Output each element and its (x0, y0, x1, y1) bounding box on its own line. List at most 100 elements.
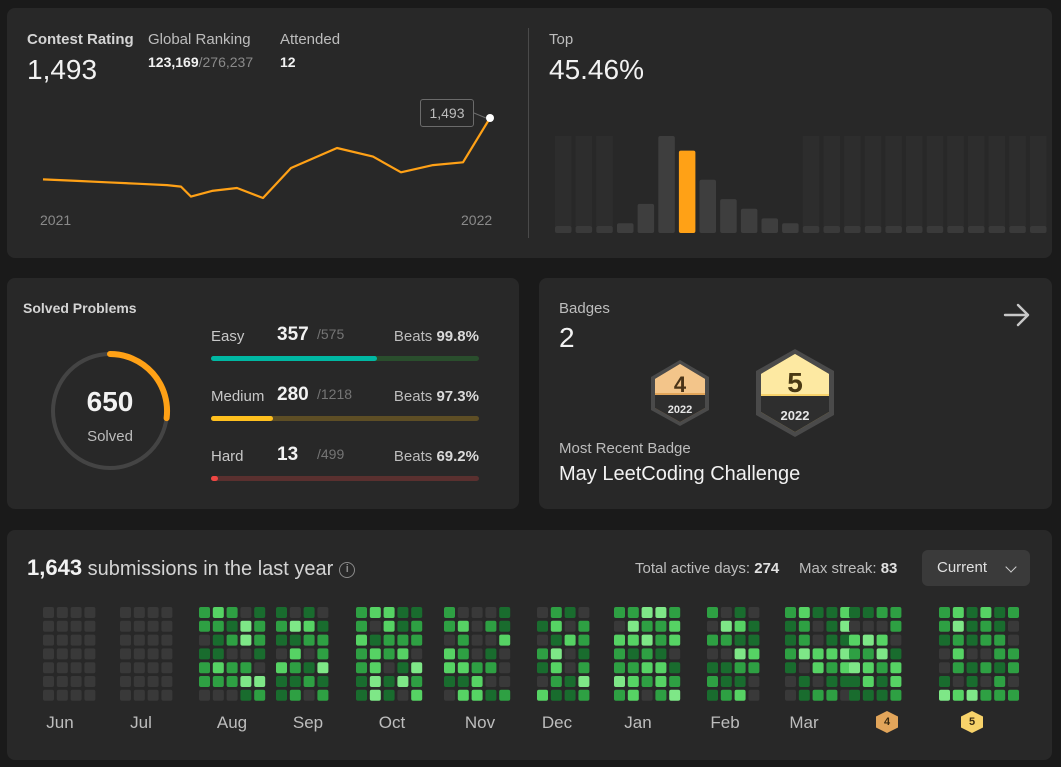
heatmap-cell (748, 607, 760, 618)
heatmap-cell (641, 648, 653, 660)
difficulty-name: Medium (211, 388, 265, 405)
distribution-bar (617, 223, 634, 233)
heatmap-cell (471, 607, 483, 618)
heatmap-cell (798, 620, 810, 632)
heatmap-cell (84, 676, 96, 687)
heatmap-cell (457, 662, 469, 674)
difficulty-beats: Beats 69.2% (394, 448, 479, 465)
heatmap-cell (550, 662, 562, 674)
heatmap-cell (890, 634, 902, 646)
heatmap-cell (356, 648, 367, 660)
heatmap-cell (303, 662, 315, 674)
heatmap-cell (720, 620, 732, 632)
difficulty-name: Easy (211, 328, 245, 345)
heatmap-cell (289, 634, 301, 646)
heatmap-cell (862, 634, 874, 646)
difficulty-total: /575 (317, 326, 345, 342)
heatmap-cell (707, 662, 718, 674)
heatmap-cell (161, 676, 173, 687)
heatmap-cell (707, 676, 718, 687)
heatmap-cell (411, 648, 423, 660)
heatmap-cell (317, 662, 329, 674)
heatmap-cell (812, 620, 824, 632)
period-dropdown-value: Current (937, 559, 988, 576)
heatmap-cell (84, 648, 96, 660)
heatmap-cell (994, 620, 1006, 632)
heatmap-cell (276, 676, 287, 687)
heatmap-cell (966, 689, 978, 701)
heatmap-cell (240, 620, 252, 632)
heatmap-cell (966, 620, 978, 632)
attended-label: Attended (280, 31, 341, 48)
submissions-count: 1,643 (27, 555, 83, 580)
heatmap-cell (133, 689, 145, 701)
heatmap-cell (147, 648, 159, 660)
heatmap-cell (849, 620, 860, 632)
year-end-label: 2022 (461, 212, 493, 228)
heatmap-cell (890, 620, 902, 632)
heatmap-cell (798, 607, 810, 618)
heatmap-cell (966, 662, 978, 674)
difficulty-progress (211, 476, 218, 481)
heatmap-cell (147, 607, 159, 618)
heatmap-cell (537, 676, 548, 687)
period-dropdown[interactable]: Current (922, 550, 1030, 586)
heatmap-cell (669, 689, 681, 701)
heatmap-cell (444, 648, 455, 660)
heatmap-cell (289, 676, 301, 687)
top-percent-value: 45.46% (549, 54, 644, 85)
difficulty-total: /1218 (317, 386, 353, 402)
heatmap-cell (356, 634, 367, 646)
distribution-bar (926, 226, 944, 233)
heatmap-cell (317, 634, 329, 646)
heatmap-cell (276, 634, 287, 646)
heatmap-cell (812, 662, 824, 674)
heatmap-cell (199, 607, 210, 618)
heatmap-cell (226, 662, 238, 674)
distribution-bar-bg (844, 136, 861, 226)
heatmap-cell (939, 662, 950, 674)
heatmap-cell (734, 676, 746, 687)
tooltip-pointer (473, 112, 487, 119)
heatmap-cell (798, 634, 810, 646)
heatmap-cell (397, 676, 409, 687)
heatmap-cell (826, 634, 838, 646)
heatmap-cell (966, 607, 978, 618)
heatmap-cell (161, 648, 173, 660)
heatmap-cell (356, 662, 367, 674)
arrow-right-icon[interactable] (1002, 300, 1032, 330)
month-label: Nov (464, 713, 496, 732)
heatmap-cell (720, 607, 732, 618)
month-label: 5 (961, 711, 983, 733)
distribution-bar (864, 226, 882, 233)
heatmap-cell (994, 662, 1006, 674)
heatmap-cell (471, 676, 483, 687)
heatmap-cell (226, 689, 238, 701)
heatmap-cell (578, 634, 590, 646)
distribution-bar (823, 226, 840, 233)
heatmap-cell (785, 607, 796, 618)
solved-problems-card: Solved Problems 650 Solved Easy 357/575 Be… (7, 278, 519, 509)
heatmap-cell (471, 634, 483, 646)
heatmap-cell (43, 676, 54, 687)
distribution-bar-bg (1030, 136, 1047, 226)
heatmap-cell (397, 662, 409, 674)
heatmap-cell (655, 676, 667, 687)
submissions-heading: 1,643 submissions in the last year i (27, 555, 356, 581)
heatmap-cell (734, 648, 746, 660)
ranking-total: /276,237 (198, 54, 254, 70)
info-icon[interactable]: i (339, 562, 356, 578)
global-ranking-value: 123,169/276,237 (148, 54, 253, 70)
badge-4-number: 4 (674, 372, 687, 397)
heatmap-cell (499, 676, 511, 687)
heatmap-cell (641, 620, 653, 632)
heatmap-cell (876, 689, 888, 701)
heatmap-cell (627, 662, 639, 674)
distribution-bar-bg (1009, 136, 1026, 226)
heatmap-cell (669, 620, 681, 632)
heatmap-cell (276, 689, 287, 701)
heatmap-cell (254, 634, 266, 646)
heatmap-cell (444, 607, 455, 618)
heatmap-cell (240, 676, 252, 687)
heatmap-cell (303, 676, 315, 687)
